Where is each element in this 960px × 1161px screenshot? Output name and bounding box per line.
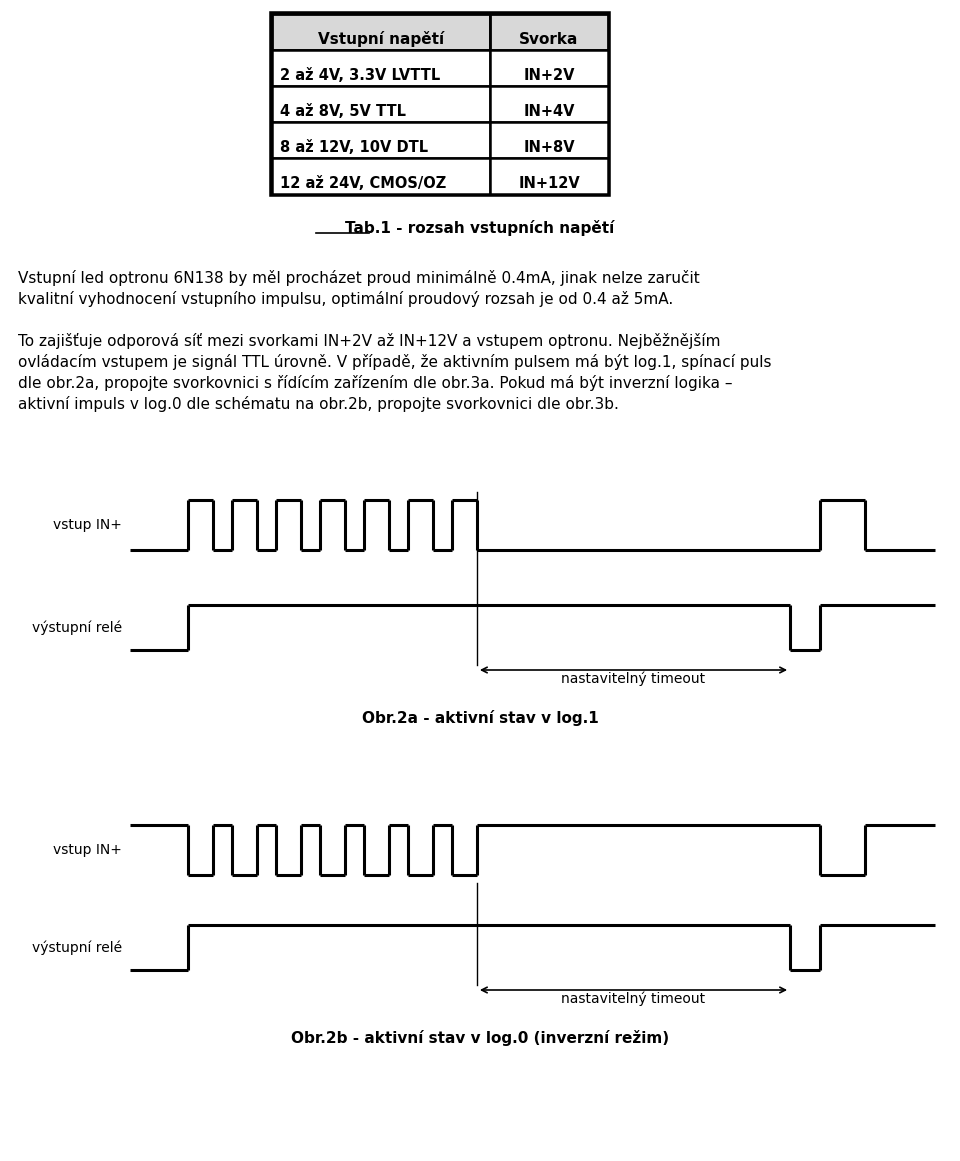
Text: dle obr.2a, propojte svorkovnici s řídícím zařízením dle obr.3a. Pokud má být in: dle obr.2a, propojte svorkovnici s řídíc… [18, 375, 732, 391]
Bar [490, 86, 608, 122]
Bar [272, 14, 608, 194]
Bar [272, 122, 490, 158]
Bar [490, 14, 608, 50]
Text: Svorka: Svorka [519, 31, 579, 46]
Text: IN+2V: IN+2V [523, 67, 575, 82]
Text: IN+12V: IN+12V [518, 175, 580, 190]
Bar [490, 158, 608, 194]
Bar [272, 14, 490, 50]
Text: nastavitelný timeout: nastavitelný timeout [561, 672, 705, 686]
Text: vstup IN+: vstup IN+ [53, 518, 122, 532]
Text: To zajišťuje odporová síť mezi svorkami IN+2V až IN+12V a vstupem optronu. Nejbě: To zajišťuje odporová síť mezi svorkami … [18, 333, 721, 349]
Text: ovládacím vstupem je signál TTL úrovně. V případě, že aktivním pulsem má být log: ovládacím vstupem je signál TTL úrovně. … [18, 354, 772, 370]
Bar [272, 86, 490, 122]
Text: IN+8V: IN+8V [523, 139, 575, 154]
Text: vstup IN+: vstup IN+ [53, 843, 122, 857]
Bar [272, 158, 490, 194]
Text: výstupní relé: výstupní relé [32, 621, 122, 635]
Text: nastavitelný timeout: nastavitelný timeout [561, 991, 705, 1007]
Text: 12 až 24V, CMOS/OZ: 12 až 24V, CMOS/OZ [280, 175, 446, 190]
Text: 2 až 4V, 3.3V LVTTL: 2 až 4V, 3.3V LVTTL [280, 67, 441, 82]
Text: Obr.2b - aktivní stav v log.0 (inverzní režim): Obr.2b - aktivní stav v log.0 (inverzní … [291, 1030, 669, 1046]
Text: aktivní impuls v log.0 dle schématu na obr.2b, propojte svorkovnici dle obr.3b.: aktivní impuls v log.0 dle schématu na o… [18, 396, 619, 412]
Text: Vstupní napětí: Vstupní napětí [318, 31, 444, 46]
Text: IN+4V: IN+4V [523, 103, 575, 118]
Text: Tab.1 - rozsah vstupních napětí: Tab.1 - rozsah vstupních napětí [346, 219, 614, 236]
Bar [490, 50, 608, 86]
Text: Vstupní led optronu 6N138 by měl procházet proud minimálně 0.4mA, jinak nelze za: Vstupní led optronu 6N138 by měl procház… [18, 271, 700, 286]
Text: kvalitní vyhodnocení vstupního impulsu, optimální proudový rozsah je od 0.4 až 5: kvalitní vyhodnocení vstupního impulsu, … [18, 291, 673, 307]
Bar [272, 50, 490, 86]
Text: 4 až 8V, 5V TTL: 4 až 8V, 5V TTL [280, 103, 406, 118]
Text: Obr.2a - aktivní stav v log.1: Obr.2a - aktivní stav v log.1 [362, 711, 598, 726]
Text: výstupní relé: výstupní relé [32, 940, 122, 956]
Bar [490, 122, 608, 158]
Text: 8 až 12V, 10V DTL: 8 až 12V, 10V DTL [280, 139, 428, 154]
